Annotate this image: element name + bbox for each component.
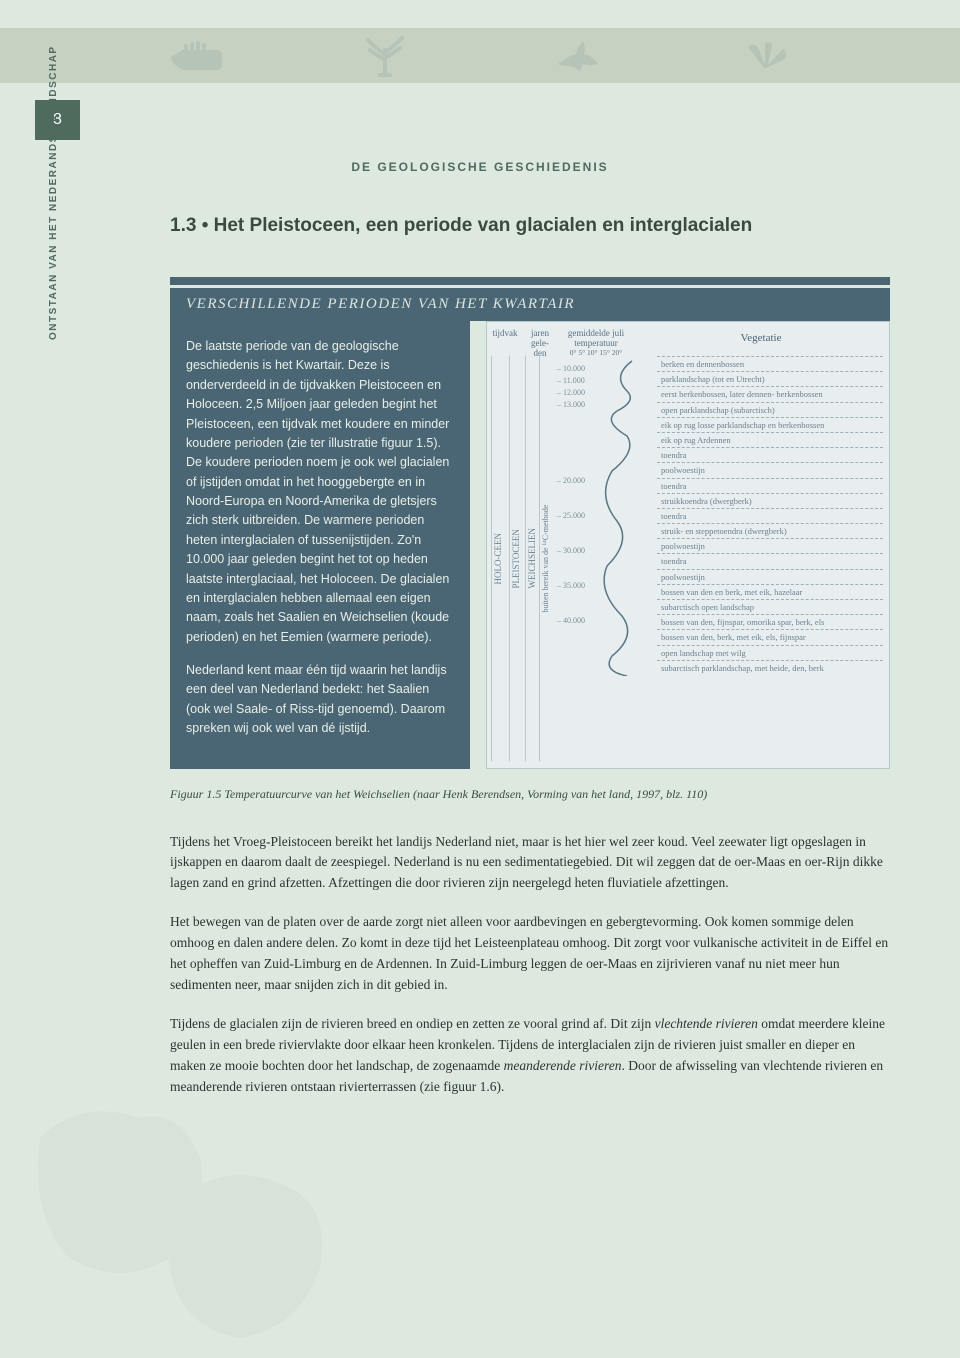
vegetation-row: parklandschap (tot en Utrecht) <box>657 371 883 386</box>
bird-icon <box>545 36 605 76</box>
fig-vegetation-rows: berken en dennenbossenparklandschap (tot… <box>657 356 883 762</box>
info-para-1: De laatste periode van de geologische ge… <box>186 337 454 647</box>
section-bullet: • <box>202 215 209 236</box>
body-text: Tijdens het Vroeg-Pleistoceen bereikt he… <box>170 832 890 1098</box>
body-para-2: Het bewegen van de platen over de aarde … <box>170 912 890 996</box>
vegetation-row: bossen van den, fijnspar, omorika spar, … <box>657 614 883 629</box>
vegetation-row: eik op rug Ardennen <box>657 432 883 447</box>
body-p3-a: Tijdens de glacialen zijn de rivieren br… <box>170 1016 655 1031</box>
vegetation-row: toendra <box>657 478 883 493</box>
vegetation-row: poolwoestijn <box>657 569 883 584</box>
breadcrumb: de geologische geschiedenis <box>0 160 960 174</box>
fig-temp-curve <box>582 356 652 762</box>
fig-tick: – 11.000 <box>557 376 585 385</box>
fig-head-vegetatie: Vegetatie <box>637 328 885 358</box>
vegetation-row: poolwoestijn <box>657 538 883 553</box>
body-p3-em1: vlechtende rivieren <box>655 1016 758 1031</box>
side-label: ontstaan van het nederandse landschap <box>48 45 59 340</box>
vegetation-row: toendra <box>657 447 883 462</box>
info-box: VERSCHILLENDE PERIODEN VAN HET KWARTAIR … <box>170 277 890 769</box>
vegetation-row: bossen van den en berk, met eik, hazelaa… <box>657 584 883 599</box>
vegetation-row: toendra <box>657 553 883 568</box>
vegetation-row: berken en dennenbossen <box>657 356 883 371</box>
body-para-3: Tijdens de glacialen zijn de rivieren br… <box>170 1014 890 1098</box>
fig-tick: – 10.000 <box>557 364 585 373</box>
body-para-1: Tijdens het Vroeg-Pleistoceen bereikt he… <box>170 832 890 895</box>
vegetation-row: subarctisch open landschap <box>657 599 883 614</box>
fig-tick: – 12.000 <box>557 388 585 397</box>
info-box-topbar <box>170 277 890 285</box>
info-para-2: Nederland kent maar één tijd waarin het … <box>186 661 454 739</box>
fig-axis-weichselien: WEICHSELIEN <box>525 356 539 762</box>
section-heading: 1.3 • Het Pleistoceen, een periode van g… <box>170 215 890 237</box>
figure-1-5: tijdvak jaren gele-den gemiddelde juli t… <box>486 321 890 769</box>
section-number: 1.3 <box>170 215 196 236</box>
vegetation-row: open parklandschap (subarctisch) <box>657 402 883 417</box>
fig-tick: – 30.000 <box>557 546 585 555</box>
fig-head-tijdvak: tijdvak <box>491 328 519 358</box>
fig-head-temp: gemiddelde juli temperatuur <box>561 328 631 348</box>
fig-tick: – 13.000 <box>557 400 585 409</box>
fig-tick: – 25.000 <box>557 511 585 520</box>
vegetation-row: poolwoestijn <box>657 462 883 477</box>
vegetation-row: struik- en steppetoendra (dwergberk) <box>657 523 883 538</box>
vegetation-row: toendra <box>657 508 883 523</box>
vegetation-row: subarctisch parklandschap, met heide, de… <box>657 660 883 675</box>
fig-tick: – 35.000 <box>557 581 585 590</box>
body-p3-em2: meanderende rivieren <box>504 1058 622 1073</box>
vegetation-row: bossen van den, berk, met eik, els, fijn… <box>657 629 883 644</box>
fig-head-jaren: jaren gele-den <box>525 328 555 358</box>
vegetation-row: struikkoendra (dwergberk) <box>657 493 883 508</box>
fig-axis-pleistoceen: PLEISTOCEEN <box>509 356 525 762</box>
vegetation-row: eerst berkenbossen, later dennen- berken… <box>657 386 883 401</box>
section-title-text: Het Pleistoceen, een periode van glacial… <box>214 215 753 236</box>
fan-icon <box>735 36 795 76</box>
vegetation-row: eik op rug losse parklandschap en berken… <box>657 417 883 432</box>
content-area: 1.3 • Het Pleistoceen, een periode van g… <box>170 215 890 1116</box>
vegetation-row: open landschap met wilg <box>657 645 883 660</box>
hand-icon <box>165 36 225 76</box>
info-box-text: De laatste periode van de geologische ge… <box>170 321 470 769</box>
plant-icon <box>355 36 415 76</box>
info-box-header: VERSCHILLENDE PERIODEN VAN HET KWARTAIR <box>170 288 890 321</box>
fig-tick: – 20.000 <box>557 476 585 485</box>
figure-caption: Figuur 1.5 Temperatuurcurve van het Weic… <box>170 787 890 802</box>
fig-axis-bereik: buiten bereik van de ¹⁴C-methode <box>539 356 553 762</box>
fig-tick: – 40.000 <box>557 616 585 625</box>
header-strip <box>0 28 960 83</box>
fig-axis-holoceen: HOLO-CEEN <box>491 356 509 762</box>
